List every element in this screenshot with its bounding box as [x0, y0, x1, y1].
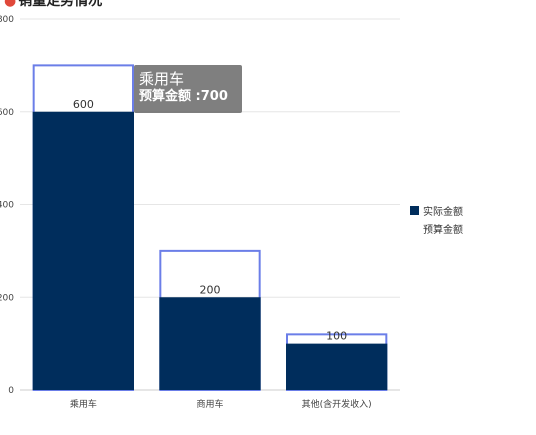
- tooltip-title: 乘用车: [139, 70, 185, 88]
- data-label: 100: [326, 330, 347, 343]
- legend-item-budget[interactable]: 预算金额: [410, 219, 463, 237]
- title-marker-icon: ●: [4, 0, 17, 9]
- tooltip-separator: :: [191, 89, 201, 104]
- y-tick-label: 400: [0, 201, 14, 211]
- chart-title-text: 销量走势情况: [18, 0, 103, 9]
- bars[interactable]: [32, 64, 388, 392]
- x-tick-label: 商用车: [196, 398, 223, 410]
- y-tick-label: 200: [0, 293, 14, 303]
- tooltip-value: 700: [200, 89, 228, 104]
- x-axis-ticks: 乘用车 商用车 其他(含开发收入): [70, 398, 372, 410]
- data-labels: 600 200 100: [73, 98, 347, 343]
- y-tick-label: 800: [0, 15, 14, 25]
- bar-actual[interactable]: [286, 343, 388, 390]
- chart-title: ● 销量走势情况: [4, 0, 102, 10]
- y-tick-label: 0: [8, 386, 14, 396]
- legend-label-actual: 实际金额: [423, 206, 463, 218]
- tooltip: 乘用车 预算金额 :700: [134, 65, 242, 113]
- bar-actual[interactable]: [32, 111, 134, 390]
- legend-item-actual[interactable]: 实际金额: [410, 201, 463, 219]
- tooltip-label: 预算金额: [139, 89, 192, 104]
- tooltip-row: 预算金额 :700: [139, 88, 242, 106]
- legend-swatch-actual: [410, 205, 419, 215]
- legend-label-budget: 预算金额: [423, 224, 463, 236]
- bar-actual[interactable]: [159, 297, 261, 390]
- y-axis-ticks: 0 200 400 600 800: [0, 15, 14, 396]
- legend: 实际金额 预算金额: [410, 201, 463, 237]
- data-label: 600: [73, 98, 94, 111]
- x-tick-label: 乘用车: [70, 398, 97, 410]
- legend-swatch-budget: [410, 224, 419, 233]
- data-label: 200: [200, 283, 221, 296]
- x-tick-label: 其他(含开发收入): [302, 398, 372, 410]
- y-tick-label: 600: [0, 108, 14, 118]
